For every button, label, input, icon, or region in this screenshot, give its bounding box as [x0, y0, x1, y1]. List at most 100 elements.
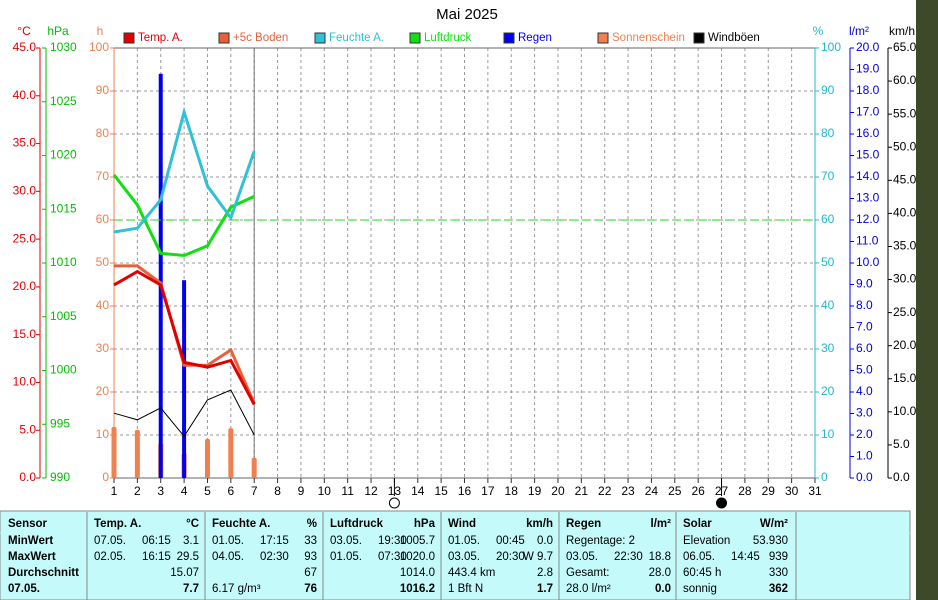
axis-title: % — [813, 24, 824, 38]
table-cell: 06:15 — [142, 535, 171, 547]
y-tick-label: 40.0 — [13, 88, 37, 102]
series-line — [114, 264, 256, 405]
x-tick-label: 23 — [621, 484, 635, 498]
column-unit: l/m² — [651, 518, 672, 530]
axis-title: km/h — [889, 24, 915, 38]
y-tick-label: 25.0 — [893, 305, 917, 319]
legend-label: Feuchte A. — [329, 32, 384, 44]
y-tick-label: 70 — [821, 169, 835, 183]
legend-label: +5c Boden — [233, 32, 288, 44]
new-moon — [716, 497, 728, 509]
table-cell: 28.0 — [649, 567, 671, 579]
x-tick-label: 21 — [575, 484, 589, 498]
y-tick-label: 20 — [96, 384, 110, 398]
table-cell: 7.7 — [183, 583, 199, 595]
y-tick-label: 10.0 — [856, 255, 880, 269]
y-tick-label: 25.0 — [13, 231, 37, 245]
x-tick-label: 12 — [364, 484, 378, 498]
table-cell: 02.05. — [94, 551, 126, 563]
y-tick-label: 15.0 — [13, 327, 37, 341]
y-tick-label: 19.0 — [856, 62, 880, 76]
x-tick-label: 1 — [111, 484, 118, 498]
y-tick-label: 9.0 — [856, 277, 873, 291]
x-tick-label: 31 — [808, 484, 822, 498]
bar — [251, 457, 257, 478]
table-cell: 01.05. — [212, 535, 244, 547]
table-cell: 33 — [304, 535, 317, 547]
x-tick-label: 18 — [505, 484, 519, 498]
column-title: Feuchte A. — [212, 518, 270, 530]
table-cell: 2.8 — [537, 567, 553, 579]
y-tick-label: 80 — [821, 126, 835, 140]
axis-title: h — [97, 24, 104, 38]
y-tick-label: 0.0 — [19, 470, 36, 484]
y-tick-label: 0 — [102, 470, 109, 484]
row-label: MinWert — [8, 535, 53, 547]
axis-title: hPa — [47, 24, 69, 38]
legend-swatch — [409, 32, 421, 44]
legend-label: Regen — [518, 32, 552, 44]
table-cell: 443.4 km — [448, 567, 495, 579]
column-unit: W/m² — [760, 518, 788, 530]
side-photo-strip — [916, 0, 938, 600]
legend-swatch — [218, 32, 230, 44]
table-cell: 1.7 — [537, 583, 553, 595]
series-line — [113, 269, 256, 406]
y-tick-label: 65.0 — [893, 40, 917, 54]
x-tick-label: 3 — [157, 484, 164, 498]
x-tick-label: 9 — [298, 484, 305, 498]
bar — [182, 280, 187, 478]
y-tick-label: 60 — [821, 212, 835, 226]
y-tick-label: 1030 — [50, 40, 77, 54]
y-tick-label: 5.0 — [19, 422, 36, 436]
x-tick-label: 25 — [668, 484, 682, 498]
y-tick-label: 1.0 — [856, 449, 873, 463]
table-cell: 330 — [769, 567, 788, 579]
table-cell: 20:30 — [496, 551, 525, 563]
table-cell: 67 — [304, 567, 317, 579]
axis-title: °C — [17, 24, 31, 38]
table-cell: Gesamt: — [566, 567, 609, 579]
summary-table: Sensor MinWert MaxWert Durchschnitt 07.05. Te… — [0, 512, 910, 600]
y-tick-label: 50 — [821, 255, 835, 269]
table-cell: 53.930 — [753, 535, 788, 547]
column-title: Regen — [566, 518, 601, 530]
y-tick-label: 1025 — [50, 94, 77, 108]
x-tick-label: 26 — [691, 484, 705, 498]
y-tick-label: 50 — [96, 255, 110, 269]
bar — [204, 438, 210, 478]
y-tick-label: 30 — [96, 341, 110, 355]
x-tick-label: 11 — [341, 484, 354, 498]
y-tick-label: 16.0 — [856, 126, 880, 140]
table-cell: 76 — [304, 583, 317, 595]
bar — [158, 73, 163, 479]
y-tick-label: 14.0 — [856, 169, 880, 183]
y-tick-label: 0.0 — [856, 470, 873, 484]
table-cell: Regentage: 2 — [566, 535, 635, 547]
table-cell: 0.0 — [537, 535, 553, 547]
y-tick-label: 20.0 — [856, 40, 880, 54]
x-tick-label: 20 — [551, 484, 565, 498]
table-cell: 22:30 — [614, 551, 643, 563]
y-tick-label: 12.0 — [856, 212, 880, 226]
y-tick-label: 11.0 — [856, 234, 879, 248]
y-tick-label: 15.0 — [856, 148, 880, 162]
x-tick-label: 10 — [318, 484, 332, 498]
x-tick-label: 17 — [481, 484, 495, 498]
table-cell: 1005.7 — [400, 535, 435, 547]
table-cell: 28.0 l/m² — [566, 583, 611, 595]
table-cell: 18.8 — [649, 551, 671, 563]
legend-label: Sonnenschein — [612, 32, 685, 44]
y-tick-label: 80 — [96, 126, 110, 140]
bar — [134, 429, 140, 478]
y-tick-label: 990 — [50, 470, 70, 484]
table-cell: 07:30 — [378, 551, 407, 563]
y-tick-label: 20.0 — [13, 279, 37, 293]
legend-swatch — [503, 32, 515, 44]
y-tick-label: 0 — [821, 470, 828, 484]
y-tick-label: 35.0 — [893, 239, 917, 253]
y-tick-label: 30.0 — [13, 184, 37, 198]
table-cell: sonnig — [683, 583, 717, 595]
x-tick-label: 8 — [274, 484, 281, 498]
table-cell: 03.05. — [330, 535, 362, 547]
